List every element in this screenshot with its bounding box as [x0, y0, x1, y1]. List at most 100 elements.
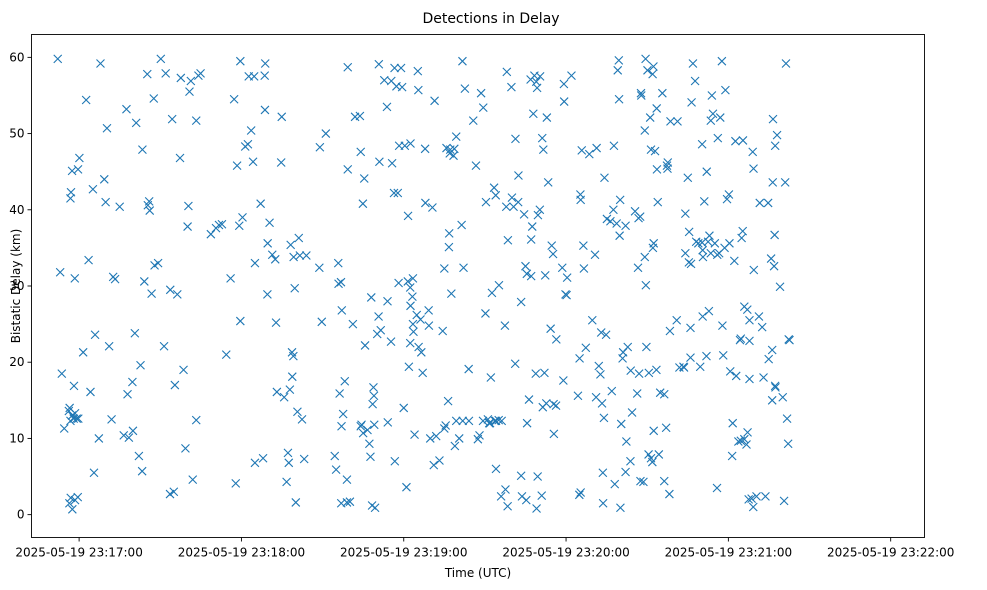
- data-point: [137, 466, 147, 476]
- data-point: [642, 342, 651, 352]
- data-point: [609, 205, 618, 215]
- data-point: [358, 199, 368, 209]
- data-point: [321, 129, 331, 138]
- data-point: [175, 153, 185, 163]
- data-point: [390, 63, 399, 73]
- data-point: [101, 197, 111, 207]
- data-point: [780, 177, 790, 187]
- data-point: [695, 362, 705, 372]
- data-point: [409, 327, 418, 337]
- y-tick-label: 10: [9, 431, 24, 445]
- data-point: [514, 171, 523, 180]
- data-points: [53, 54, 794, 514]
- data-point: [464, 416, 474, 426]
- data-point: [176, 73, 186, 83]
- data-point: [537, 491, 547, 500]
- data-point: [666, 116, 675, 126]
- data-point: [778, 392, 788, 402]
- data-point: [243, 139, 253, 149]
- data-point: [214, 220, 224, 230]
- data-point: [428, 203, 437, 212]
- data-point: [715, 113, 725, 122]
- data-point: [170, 380, 180, 390]
- data-point: [521, 261, 530, 271]
- data-point: [107, 414, 116, 424]
- data-point: [250, 458, 260, 468]
- data-point: [249, 72, 259, 81]
- data-point: [408, 319, 418, 329]
- data-point: [69, 381, 79, 391]
- data-point: [382, 102, 392, 112]
- data-point: [288, 351, 298, 361]
- data-point: [764, 354, 774, 364]
- data-point: [744, 495, 754, 504]
- data-point: [369, 420, 379, 430]
- data-point: [548, 249, 558, 259]
- data-point: [551, 334, 561, 344]
- data-point: [657, 88, 667, 98]
- data-point: [334, 279, 343, 289]
- data-point: [535, 205, 545, 215]
- data-point: [345, 497, 355, 507]
- data-point: [652, 365, 661, 375]
- data-point: [290, 283, 300, 293]
- data-point: [607, 386, 617, 396]
- data-point: [546, 324, 556, 334]
- data-point: [527, 222, 537, 231]
- x-tick-label: 2025-05-19 23:19:00: [340, 546, 467, 560]
- data-point: [181, 443, 190, 453]
- data-point: [597, 398, 607, 408]
- data-point: [81, 95, 91, 105]
- data-point: [420, 198, 430, 208]
- data-point: [616, 503, 625, 513]
- data-point: [627, 408, 637, 417]
- data-point: [314, 263, 324, 273]
- data-point: [286, 240, 296, 250]
- data-point: [457, 220, 467, 230]
- data-point: [172, 289, 182, 299]
- chart-title: Detections in Delay: [422, 11, 559, 27]
- data-point: [636, 88, 646, 98]
- data-point: [587, 315, 597, 325]
- data-point: [217, 219, 227, 229]
- data-point: [234, 221, 244, 231]
- data-point: [405, 338, 415, 348]
- data-point: [179, 365, 188, 375]
- data-point: [567, 71, 576, 81]
- data-point: [522, 269, 532, 279]
- data-point: [70, 273, 80, 283]
- data-point: [260, 71, 270, 81]
- data-point: [727, 451, 737, 461]
- data-point: [333, 258, 343, 268]
- data-point: [293, 407, 302, 417]
- data-point: [594, 361, 604, 371]
- data-point: [229, 94, 239, 104]
- data-point: [335, 389, 345, 398]
- y-tick-label: 20: [9, 355, 24, 369]
- data-point: [408, 273, 418, 283]
- data-point: [710, 238, 720, 248]
- data-point: [598, 498, 608, 508]
- data-point: [531, 369, 541, 379]
- data-point: [459, 263, 468, 273]
- data-point: [767, 395, 777, 405]
- data-point: [698, 245, 708, 255]
- data-point: [430, 96, 439, 106]
- data-point: [487, 288, 497, 298]
- data-point: [284, 458, 294, 468]
- data-point: [110, 274, 120, 284]
- data-point: [540, 368, 549, 378]
- data-point: [770, 230, 780, 240]
- data-point: [246, 126, 256, 135]
- data-point: [609, 141, 619, 151]
- data-point: [513, 197, 523, 207]
- data-point: [745, 336, 754, 346]
- data-point: [122, 104, 131, 114]
- data-point: [238, 213, 247, 222]
- data-point: [476, 88, 486, 98]
- data-point: [725, 366, 735, 376]
- data-point: [128, 426, 138, 436]
- data-point: [478, 416, 488, 426]
- x-tick-label: 2025-05-19 23:17:00: [15, 546, 142, 560]
- data-point: [283, 448, 293, 458]
